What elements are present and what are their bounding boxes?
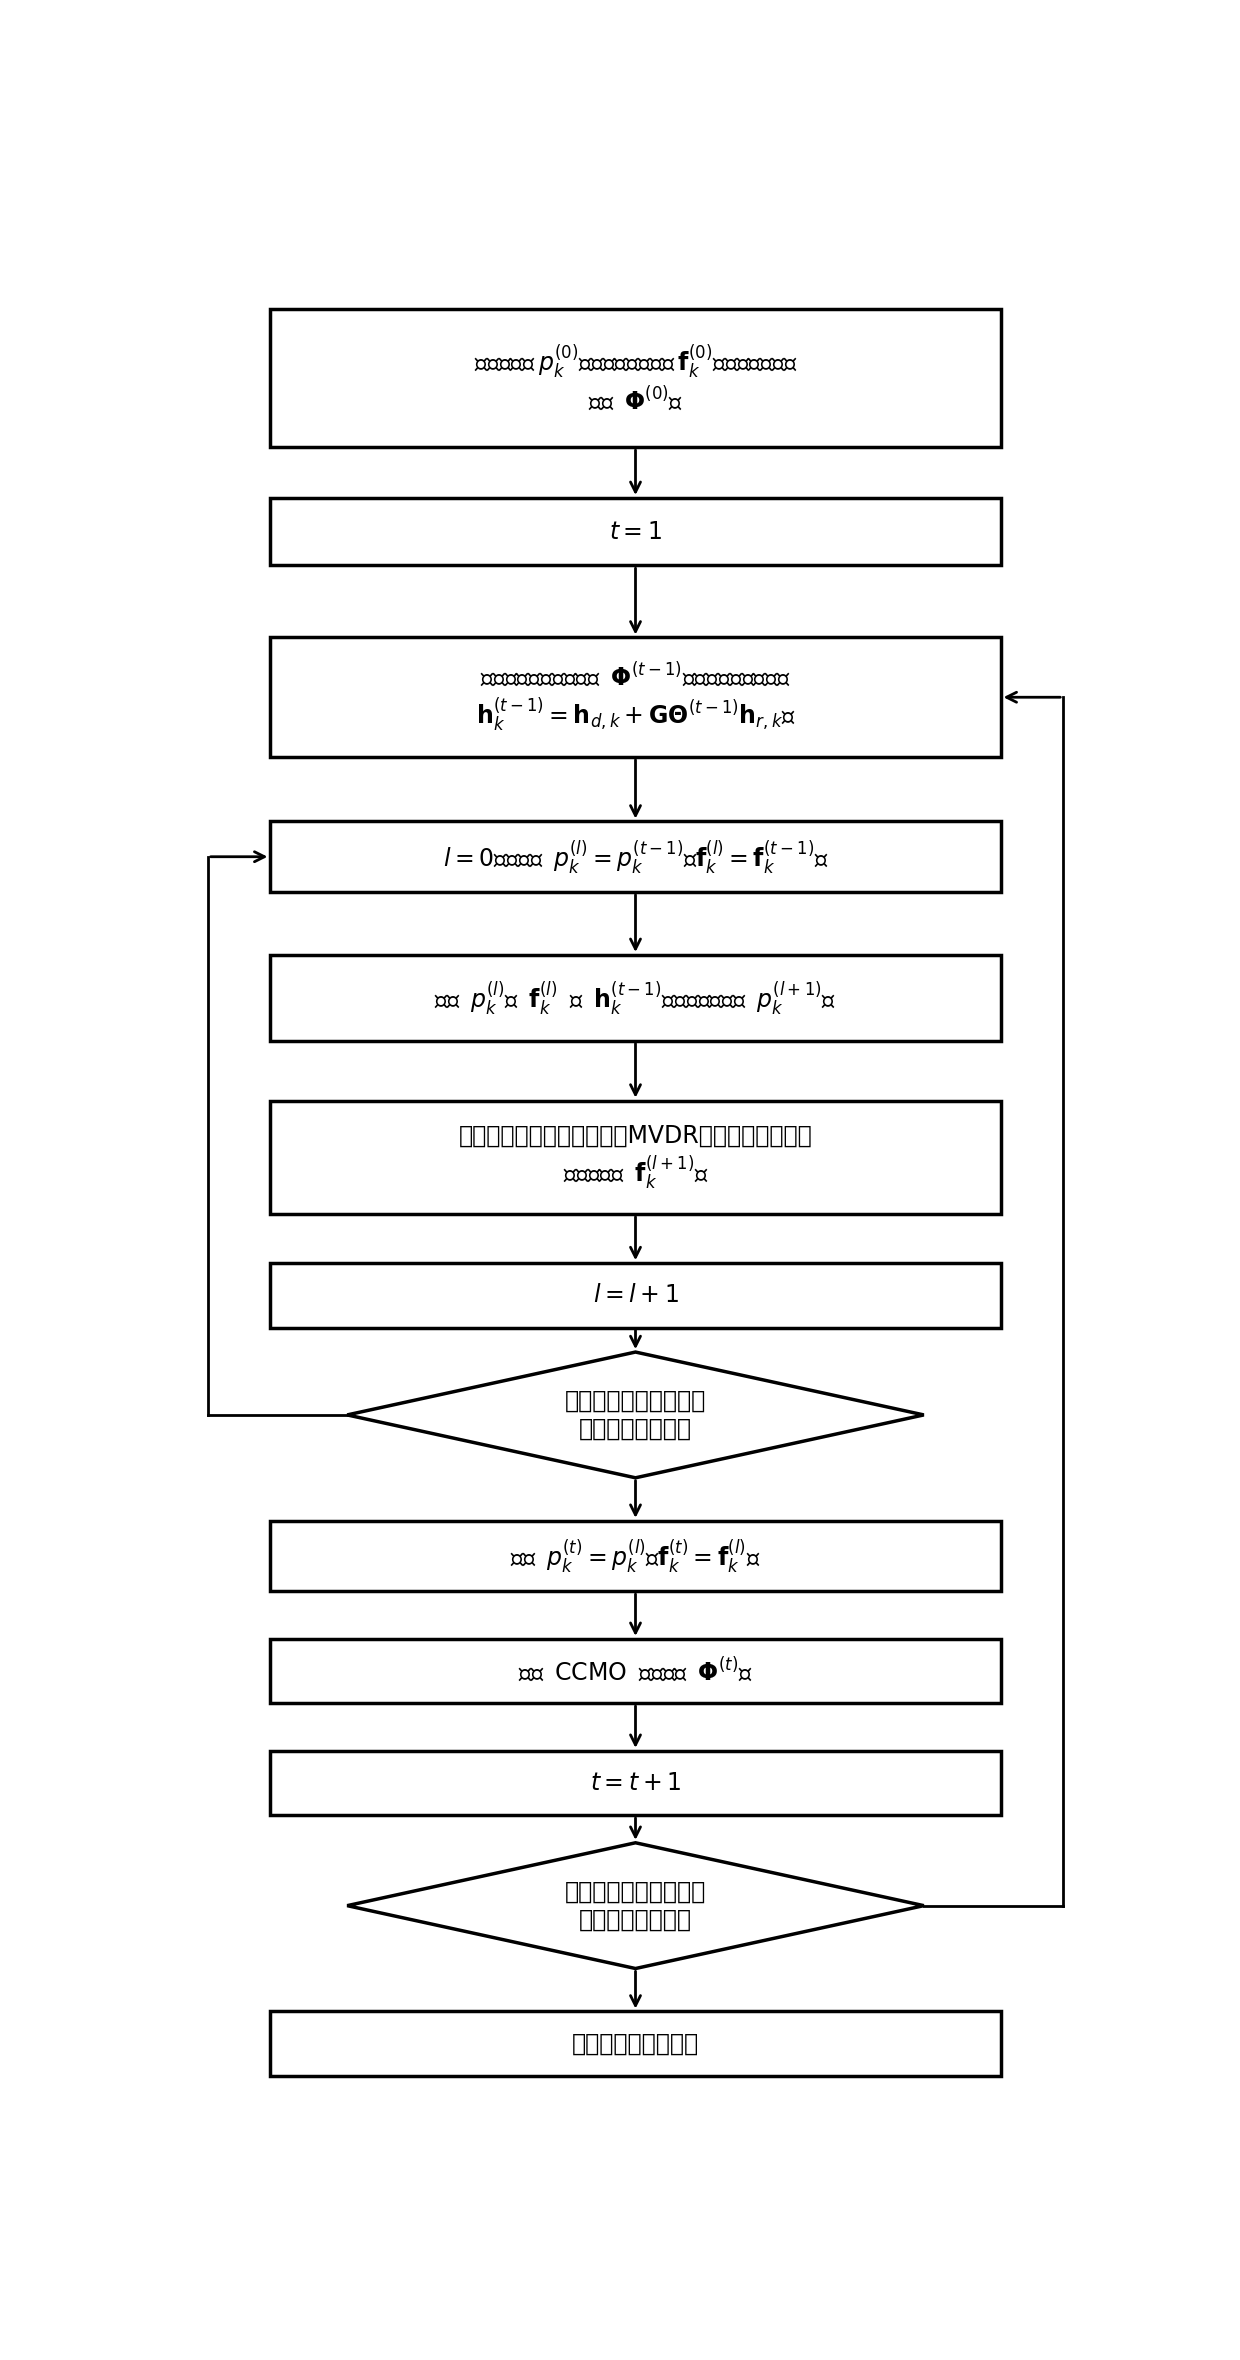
Text: 判断用户发射功率和是
否达到收敛条件？: 判断用户发射功率和是 否达到收敛条件？ (565, 1881, 706, 1930)
Text: $t=1$: $t=1$ (609, 519, 662, 543)
FancyBboxPatch shape (270, 309, 1001, 448)
FancyBboxPatch shape (270, 2011, 1001, 2077)
FancyBboxPatch shape (270, 1638, 1001, 1704)
Text: 判断用户发射功率和是
否达到收敛条件？: 判断用户发射功率和是 否达到收敛条件？ (565, 1390, 706, 1442)
Polygon shape (347, 1352, 924, 1477)
Text: 输出上行分配功率。: 输出上行分配功率。 (572, 2032, 699, 2056)
Text: $l=l+1$: $l=l+1$ (593, 1284, 678, 1307)
FancyBboxPatch shape (270, 956, 1001, 1041)
FancyBboxPatch shape (270, 498, 1001, 566)
Text: 固定无源波束赋形矩阵  $\mathbf{\Phi}^{(t-1)}$，计算合并信道增益
$\mathbf{h}_k^{(t-1)}=\mathbf{h}_{d: 固定无源波束赋形矩阵 $\mathbf{\Phi}^{(t-1)}$，计算合并信… (476, 661, 795, 734)
FancyBboxPatch shape (270, 821, 1001, 892)
FancyBboxPatch shape (270, 1263, 1001, 1329)
Text: 利用  CCMO  算法更新  $\mathbf{\Phi}^{(t)}$。: 利用 CCMO 算法更新 $\mathbf{\Phi}^{(t)}$。 (518, 1657, 753, 1685)
FancyBboxPatch shape (270, 1100, 1001, 1213)
Text: 基于最小方差无失真响应（MVDR）算法，更新多用
户检测向量  $\mathbf{f}_k^{(l+1)}$。: 基于最小方差无失真响应（MVDR）算法，更新多用 户检测向量 $\mathbf{… (459, 1123, 812, 1192)
Text: 更新  $p_k^{(t)}=p_k^{(l)}$，$\mathbf{f}_k^{(t)}=\mathbf{f}_k^{(l)}$。: 更新 $p_k^{(t)}=p_k^{(l)}$，$\mathbf{f}_k^{… (511, 1536, 760, 1574)
Text: 初始化功率 $p_k^{(0)}$，多用户检测向量 $\mathbf{f}_k^{(0)}$，无源波束赋形
矩阵  $\mathbf{\Phi}^{(0)}$。: 初始化功率 $p_k^{(0)}$，多用户检测向量 $\mathbf{f}_k^… (474, 342, 797, 413)
FancyBboxPatch shape (270, 1751, 1001, 1815)
FancyBboxPatch shape (270, 1520, 1001, 1591)
Polygon shape (347, 1843, 924, 1968)
Text: $l=0$，初始化  $p_k^{(l)}=p_k^{(t-1)}$，$\mathbf{f}_k^{(l)}=\mathbf{f}_k^{(t-1)}$。: $l=0$，初始化 $p_k^{(l)}=p_k^{(t-1)}$，$\math… (443, 838, 828, 876)
Text: 基于  $p_k^{(l)}$，  $\mathbf{f}_k^{(l)}$  和  $\mathbf{h}_k^{(t-1)}$，更新功率增益  $p_k^{: 基于 $p_k^{(l)}$， $\mathbf{f}_k^{(l)}$ 和 $… (434, 979, 837, 1017)
FancyBboxPatch shape (270, 637, 1001, 758)
Text: $t=t+1$: $t=t+1$ (590, 1770, 681, 1796)
